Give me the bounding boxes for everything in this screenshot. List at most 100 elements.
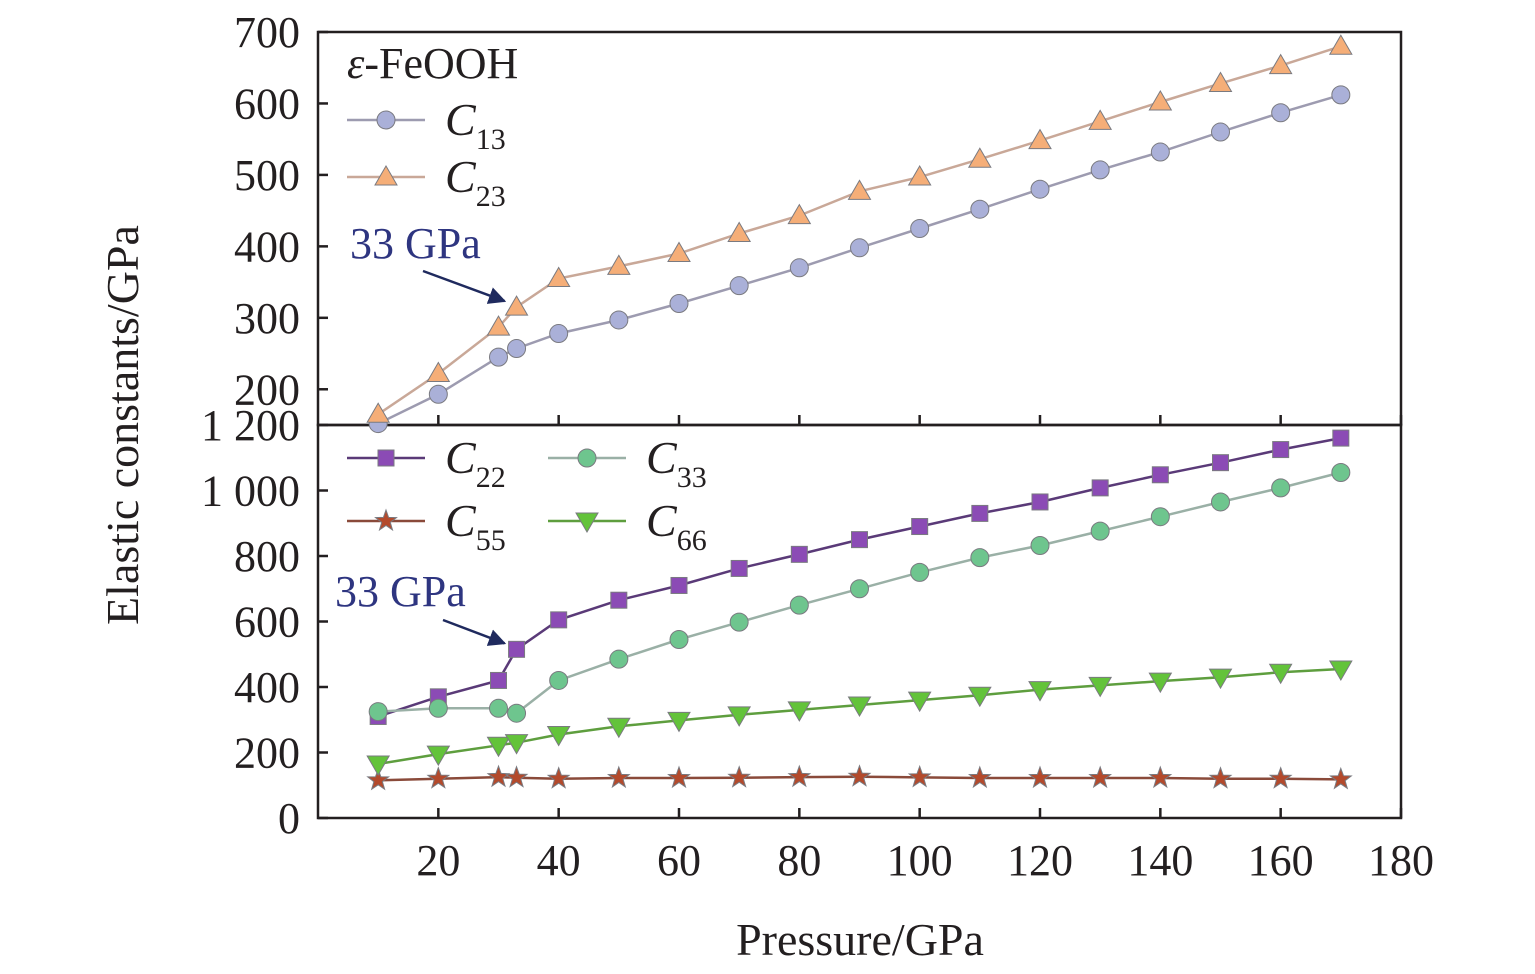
data-point-c22 <box>1272 441 1290 459</box>
legend-item-c66: C66 <box>548 495 707 557</box>
data-point-c33 <box>1271 478 1291 498</box>
data-point-c22 <box>851 531 868 549</box>
series-c23 <box>366 34 1353 423</box>
y-axis-title: Elastic constants/GPa <box>97 225 148 625</box>
data-point-c22 <box>610 591 628 609</box>
legend-marker <box>374 508 398 532</box>
data-point-c66 <box>486 736 511 758</box>
y-tick-label: 500 <box>234 151 300 200</box>
data-point-c33 <box>609 649 629 669</box>
data-point-c13 <box>850 238 869 258</box>
series-c22 <box>369 429 1350 725</box>
y-tick-label: 600 <box>234 598 300 647</box>
data-point-c23 <box>486 315 511 336</box>
data-point-c66 <box>1028 681 1052 702</box>
data-point-c55 <box>727 765 752 788</box>
series-c66 <box>366 660 1353 776</box>
data-point-c33 <box>1030 536 1050 556</box>
data-point-c13 <box>1030 179 1050 199</box>
data-point-c66 <box>1088 676 1113 698</box>
data-point-c33 <box>789 595 809 615</box>
y-tick-label: 1 200 <box>201 401 300 450</box>
data-point-c55 <box>1208 766 1233 789</box>
data-point-c22 <box>730 559 748 577</box>
data-point-c66 <box>907 691 932 713</box>
data-point-c23 <box>847 179 872 200</box>
x-tick-label: 140 <box>1127 836 1193 885</box>
data-point-c55 <box>847 764 872 787</box>
dataset-label: ε-FeOOH <box>347 39 518 88</box>
series-line-c23 <box>377 45 1342 416</box>
data-point-c33 <box>1090 521 1110 541</box>
data-point-c55 <box>667 765 691 789</box>
data-point-c23 <box>1208 71 1233 92</box>
data-point-c55 <box>366 767 391 791</box>
data-point-c13 <box>1150 142 1170 162</box>
annotation-layer: 33 GPa 33 GPa <box>335 219 507 646</box>
data-point-c33 <box>729 612 749 632</box>
data-point-c33 <box>1150 507 1170 527</box>
y-tick-label: 300 <box>234 294 300 343</box>
data-point-c66 <box>667 711 691 733</box>
y-tick-label: 1 000 <box>201 467 300 516</box>
x-axis-title: Pressure/GPa <box>736 914 984 965</box>
data-point-c13 <box>428 384 448 404</box>
data-point-c55 <box>787 764 812 788</box>
series-c33 <box>368 462 1351 723</box>
data-point-c33 <box>428 698 448 718</box>
data-point-c22 <box>1212 454 1229 472</box>
data-point-c13 <box>489 347 508 367</box>
annotation-arrow <box>442 618 507 646</box>
legend-item-c55: C55 <box>347 495 506 557</box>
legend-label: C55 <box>445 495 506 557</box>
legend-item-c33: C33 <box>548 432 707 494</box>
data-point-c22 <box>1332 429 1350 447</box>
data-point-c13 <box>507 339 527 359</box>
x-tick-label: 100 <box>887 836 953 885</box>
data-point-c13 <box>1090 160 1110 180</box>
data-point-c13 <box>729 276 749 296</box>
legend-label: C23 <box>445 151 506 213</box>
y-tick-label: 400 <box>234 663 300 712</box>
annotation-label: 33 GPa <box>350 219 481 268</box>
data-point-c66 <box>847 696 872 718</box>
x-tick-label: 160 <box>1248 836 1314 885</box>
data-point-c33 <box>507 703 527 723</box>
y-tick-label: 200 <box>234 365 300 414</box>
legend-label: C22 <box>445 432 506 494</box>
data-point-c13 <box>970 199 990 219</box>
legend-item-c23: C23 <box>347 151 506 213</box>
data-point-c22 <box>670 576 688 594</box>
data-point-c66 <box>1148 672 1173 694</box>
data-point-c22 <box>790 545 808 563</box>
y-tick-label: 800 <box>234 532 300 581</box>
data-point-c13 <box>1331 85 1351 105</box>
data-point-c13 <box>549 324 569 344</box>
data-point-c22 <box>550 611 568 629</box>
series-layer <box>366 34 1353 791</box>
legend-label: C66 <box>646 495 707 557</box>
data-point-c23 <box>727 221 752 243</box>
x-tick-label: 80 <box>777 836 821 885</box>
data-point-c13 <box>910 219 930 238</box>
data-point-c55 <box>1028 765 1052 789</box>
data-point-c33 <box>368 702 388 722</box>
annotation-label: 33 GPa <box>335 567 466 616</box>
data-point-c55 <box>1328 766 1353 790</box>
data-point-c55 <box>907 764 932 788</box>
data-point-c23 <box>1268 53 1293 75</box>
data-point-c13 <box>609 310 629 330</box>
data-point-c66 <box>1208 668 1233 690</box>
series-line-c13 <box>377 93 1342 425</box>
data-point-c13 <box>789 258 809 278</box>
series-c55 <box>366 764 1353 791</box>
data-point-c22 <box>508 640 526 658</box>
data-point-c22 <box>911 518 929 536</box>
legend-marker <box>575 512 599 533</box>
x-tick-label: 60 <box>657 836 701 885</box>
data-point-c66 <box>967 686 992 708</box>
data-point-c66 <box>546 725 571 747</box>
data-point-c22 <box>1031 493 1049 511</box>
